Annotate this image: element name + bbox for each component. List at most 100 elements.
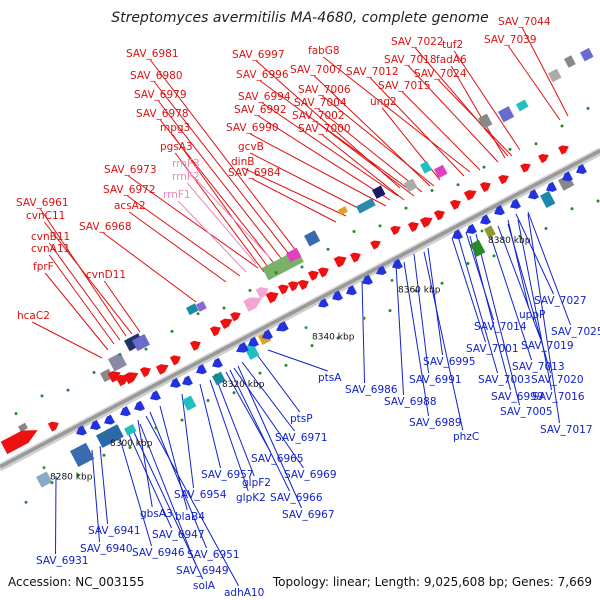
gene-label: solA <box>193 580 216 592</box>
forward-gene <box>169 355 181 366</box>
gene-label: SAV_6997 <box>232 49 285 61</box>
label-leader-line <box>262 102 399 197</box>
gene-label: SAV_6931 <box>36 555 89 567</box>
reverse-gene <box>452 229 463 240</box>
gene-shape <box>466 223 477 234</box>
gene-label: SAV_6994 <box>238 91 291 103</box>
gene-label: cvnC11 <box>26 210 65 222</box>
marker-dot <box>180 418 184 422</box>
gene-shape <box>243 297 262 312</box>
axis-tick-label: 8380 kbp <box>488 236 531 246</box>
forward-gene <box>333 256 347 268</box>
forward-gene <box>107 371 121 383</box>
gene-label: SAV_7000 <box>298 123 351 135</box>
gene-label: SAV_7039 <box>484 34 537 46</box>
gene-label: ptsP <box>290 413 313 425</box>
label-leader-line <box>402 91 481 171</box>
gene-label: fprF <box>33 261 54 273</box>
gene-shape <box>287 281 299 292</box>
gene-feature-block <box>580 47 594 62</box>
gene-feature-block <box>355 198 376 214</box>
marker-dot <box>586 106 590 110</box>
marker-dot <box>518 234 522 238</box>
gene-label: rrnF2 <box>172 171 200 183</box>
marker-dot <box>362 316 366 320</box>
gene-shape <box>419 217 433 228</box>
forward-gene <box>498 175 509 185</box>
gene-label: SAV_7020 <box>531 374 584 386</box>
gene-label: SAV_6989 <box>409 417 462 429</box>
reverse-gene <box>546 181 557 192</box>
forward-gene <box>230 312 241 322</box>
reverse-gene <box>480 214 491 225</box>
marker-dot <box>482 165 486 169</box>
label-leader-line <box>171 133 271 271</box>
gene-arrows <box>0 145 587 455</box>
gene-feature-block <box>70 442 95 468</box>
axis-tick-label: 8300 kbp <box>110 439 153 449</box>
axis-tick-label: 8360 kbp <box>398 285 441 295</box>
gene-shape <box>262 329 273 340</box>
gene-label: mpg3 <box>160 122 190 134</box>
label-leader-line <box>131 427 204 580</box>
gene-shape <box>297 279 309 290</box>
gene-shape <box>139 367 151 378</box>
label-leader-line <box>457 235 499 374</box>
forward-gene <box>139 367 151 378</box>
label-leader-line <box>48 254 115 345</box>
gene-shape <box>318 298 329 308</box>
reverse-gene <box>276 321 289 332</box>
gene-label: pgsA3 <box>160 141 193 153</box>
gene-shape <box>562 171 573 182</box>
forward-gene <box>47 421 59 432</box>
label-leader-line <box>465 231 494 321</box>
gene-shape <box>76 425 87 436</box>
label-leader-line <box>48 242 121 341</box>
marker-dot <box>222 306 226 310</box>
label-leader-line <box>408 65 499 163</box>
gene-shape <box>0 430 38 455</box>
label-leader-line <box>39 208 127 337</box>
label-leader-line <box>241 361 295 432</box>
label-leader-line <box>423 251 464 431</box>
reverse-gene <box>362 274 373 285</box>
label-leader-line <box>137 419 153 508</box>
label-leader-line <box>117 431 152 547</box>
marker-dot <box>378 224 382 228</box>
gene-shape <box>463 190 477 201</box>
axis-tick-label: 8320 kbp <box>222 380 265 390</box>
forward-gene <box>209 326 221 337</box>
label-leader-line <box>497 225 541 340</box>
gene-shape <box>169 355 181 366</box>
label-leader-line <box>209 379 249 492</box>
marker-dot <box>170 329 174 333</box>
forward-gene <box>297 279 309 290</box>
gene-label: ung2 <box>370 96 397 108</box>
reverse-gene <box>466 223 477 234</box>
reverse-gene <box>76 425 87 436</box>
marker-dot <box>24 500 28 504</box>
gene-shape <box>510 198 521 209</box>
reverse-gene <box>494 205 505 216</box>
gene-label: SAV_7027 <box>534 295 587 307</box>
marker-dot <box>66 388 70 392</box>
gene-shape <box>182 375 193 386</box>
axis-tick-dot <box>42 466 46 470</box>
gene-label: SAV_6978 <box>136 108 189 120</box>
reverse-gene <box>510 198 521 209</box>
label-leader-line <box>125 427 172 529</box>
gene-shape <box>170 377 181 388</box>
marker-dot <box>544 226 548 230</box>
marker-dot <box>388 309 392 313</box>
label-leader-line <box>159 405 188 511</box>
label-leader-line <box>91 449 101 543</box>
label-leader-line <box>145 415 240 587</box>
gene-feature-block <box>186 303 199 316</box>
marker-dot <box>404 206 408 210</box>
forward-gene <box>449 199 461 210</box>
marker-dot <box>154 426 158 430</box>
label-leader-line <box>103 232 197 303</box>
gene-label: SAV_6992 <box>234 104 287 116</box>
axis-tick-dot <box>304 326 308 330</box>
